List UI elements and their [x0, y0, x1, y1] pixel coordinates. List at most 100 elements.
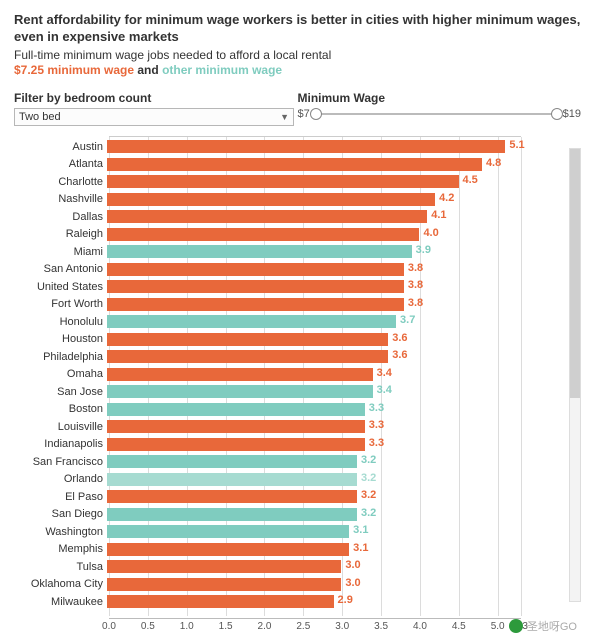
row-label: El Paso: [14, 491, 107, 503]
table-row: United States 3.8: [14, 278, 521, 296]
bar: [107, 228, 419, 241]
table-row: Washington3.1: [14, 523, 521, 541]
slider-handle-max[interactable]: [551, 108, 563, 120]
bar-cell: 3.0: [107, 560, 521, 573]
bar: [107, 280, 404, 293]
value-label: 3.1: [349, 524, 368, 536]
row-label: Boston: [14, 403, 107, 415]
value-label: 3.0: [341, 559, 360, 571]
legend: $7.25 minimum wage and other minimum wag…: [14, 63, 581, 77]
value-label: 3.2: [357, 454, 376, 466]
row-label: San Diego: [14, 508, 107, 520]
table-row: Raleigh4.0: [14, 225, 521, 243]
table-row: Fort Worth3.8: [14, 295, 521, 313]
table-row: Boston3.3: [14, 400, 521, 418]
table-row: Charlotte4.5: [14, 173, 521, 191]
bar: [107, 175, 459, 188]
bar-cell: 3.8: [107, 280, 521, 293]
bar-cell: 3.3: [107, 420, 521, 433]
table-row: Atlanta4.8: [14, 155, 521, 173]
value-label: 3.6: [388, 349, 407, 361]
bar: [107, 385, 373, 398]
value-label: 4.0: [419, 227, 438, 239]
x-tick: 0.5: [141, 621, 155, 632]
watermark-text: 圣地呀GO: [527, 618, 577, 634]
bar-cell: 4.1: [107, 210, 521, 223]
bar: [107, 403, 365, 416]
bar-cell: 3.8: [107, 298, 521, 311]
table-row: Indianapolis3.3: [14, 435, 521, 453]
bar: [107, 140, 505, 153]
bar: [107, 368, 373, 381]
row-label: United States: [14, 281, 107, 293]
row-label: Milwaukee: [14, 596, 107, 608]
x-tick: 3.0: [335, 621, 349, 632]
row-label: Houston: [14, 333, 107, 345]
table-row: Austin5.1: [14, 138, 521, 156]
bar-cell: 3.9: [107, 245, 521, 258]
slider-handle-min[interactable]: [310, 108, 322, 120]
row-label: Oklahoma City: [14, 578, 107, 590]
value-label: 3.7: [396, 314, 415, 326]
value-label: 3.6: [388, 332, 407, 344]
bar-cell: 3.1: [107, 525, 521, 538]
bar-cell: 3.8: [107, 263, 521, 276]
value-label: 2.9: [334, 594, 353, 606]
bar: [107, 473, 357, 486]
bar-cell: 3.3: [107, 438, 521, 451]
value-label: 3.0: [341, 577, 360, 589]
bar-cell: 4.5: [107, 175, 521, 188]
x-tick: 2.0: [258, 621, 272, 632]
x-tick: 1.5: [219, 621, 233, 632]
x-tick: 2.5: [296, 621, 310, 632]
value-label: 3.8: [404, 279, 423, 291]
x-tick: 4.5: [452, 621, 466, 632]
value-label: 3.9: [412, 244, 431, 256]
scroll-thumb[interactable]: [570, 149, 580, 398]
value-label: 3.1: [349, 542, 368, 554]
bar-cell: 5.1: [107, 140, 521, 153]
filter-label: Filter by bedroom count: [14, 91, 298, 105]
bar: [107, 438, 365, 451]
watermark: 圣地呀GO: [509, 618, 577, 634]
table-row: Orlando3.2: [14, 470, 521, 488]
value-label: 3.2: [357, 489, 376, 501]
brand-icon: [509, 619, 523, 633]
x-tick: 1.0: [180, 621, 194, 632]
wage-label: Minimum Wage: [298, 91, 582, 105]
x-tick: 3.5: [374, 621, 388, 632]
table-row: Omaha3.4: [14, 365, 521, 383]
row-label: San Francisco: [14, 456, 107, 468]
row-label: Louisville: [14, 421, 107, 433]
chart-title: Rent affordability for minimum wage work…: [14, 12, 581, 46]
row-label: Indianapolis: [14, 438, 107, 450]
table-row: San Antonio3.8: [14, 260, 521, 278]
value-label: 3.4: [373, 367, 392, 379]
bar-cell: 4.0: [107, 228, 521, 241]
bar: [107, 455, 357, 468]
bar: [107, 490, 357, 503]
table-row: Milwaukee 2.9: [14, 593, 521, 611]
row-label: Fort Worth: [14, 298, 107, 310]
bar-cell: 3.2: [107, 455, 521, 468]
table-row: San Diego3.2: [14, 505, 521, 523]
bar-cell: 3.7: [107, 315, 521, 328]
wage-slider[interactable]: [316, 113, 557, 115]
row-label: Charlotte: [14, 176, 107, 188]
bar: [107, 595, 334, 608]
table-row: El Paso 3.2: [14, 488, 521, 506]
bar-chart: Austin5.1Atlanta4.8Charlotte4.5Nashville…: [14, 136, 581, 634]
gridline: [521, 137, 522, 616]
bar: [107, 525, 349, 538]
chart-scrollbar[interactable]: [569, 148, 581, 602]
value-label: 3.3: [365, 419, 384, 431]
bar-cell: 3.4: [107, 385, 521, 398]
table-row: San Francisco 3.2: [14, 453, 521, 471]
bedroom-dropdown[interactable]: Two bed ▼: [14, 108, 294, 126]
bar: [107, 420, 365, 433]
bar-cell: 4.2: [107, 193, 521, 206]
row-label: San Antonio: [14, 263, 107, 275]
row-label: Memphis: [14, 543, 107, 555]
dropdown-value: Two bed: [19, 111, 61, 123]
bar: [107, 508, 357, 521]
